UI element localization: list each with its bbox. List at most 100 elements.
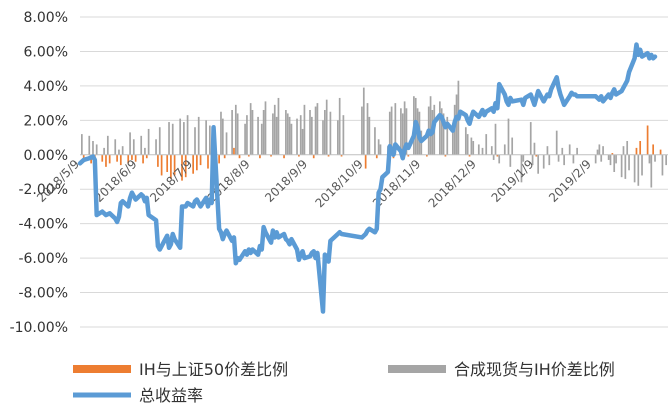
x-tick-label: 2019/2/9 [546, 157, 594, 205]
x-tick-label: 2018/12/9 [426, 157, 479, 210]
bar [464, 127, 467, 155]
bar [259, 154, 261, 159]
bar [81, 134, 83, 155]
bar [140, 135, 143, 155]
bar [316, 103, 319, 155]
bar [132, 139, 135, 155]
bar [119, 154, 122, 166]
bar [563, 154, 565, 166]
bar [400, 108, 402, 155]
legend-swatch [73, 365, 131, 373]
bar [299, 115, 302, 155]
bar [533, 142, 536, 155]
bar [179, 118, 182, 155]
bar [155, 139, 157, 155]
bar-series-ih-vs-sse50 [82, 125, 662, 181]
bar [194, 127, 196, 155]
bar [199, 154, 202, 166]
y-tick-label: -8.00% [18, 286, 68, 302]
bar [116, 154, 118, 162]
bar [234, 104, 237, 155]
bar [542, 154, 545, 169]
bar [444, 154, 447, 157]
bar [129, 132, 131, 155]
bar [535, 154, 538, 157]
bar [296, 118, 298, 155]
bar [173, 154, 176, 176]
bar [277, 97, 280, 155]
legend-swatch [388, 365, 446, 373]
bar [451, 128, 454, 155]
bar [615, 154, 617, 164]
bar [192, 154, 194, 174]
y-tick-label: 0.00% [24, 148, 68, 164]
bar [429, 96, 432, 155]
bar [507, 118, 510, 155]
bar [511, 137, 514, 155]
bar [498, 154, 501, 164]
bar [466, 134, 469, 155]
bar [635, 147, 638, 155]
bar [158, 127, 161, 155]
bar [455, 94, 458, 155]
bar [260, 123, 263, 155]
bar [327, 154, 330, 157]
bar [95, 144, 98, 155]
bar [309, 110, 311, 155]
bar [221, 118, 224, 155]
bar [171, 123, 174, 155]
bar [609, 154, 612, 166]
bar [285, 110, 287, 155]
bar [611, 153, 614, 155]
bar [329, 111, 332, 155]
bar [405, 108, 408, 155]
bar [184, 154, 187, 178]
bar [314, 106, 317, 155]
bar [557, 154, 560, 162]
bar [654, 154, 656, 162]
bar [168, 122, 170, 155]
bar [251, 110, 254, 155]
bar [249, 103, 252, 155]
bar [144, 147, 146, 155]
bar [275, 116, 278, 155]
bar [325, 99, 328, 155]
x-tick-label: 2018/9/9 [262, 157, 310, 205]
bar [472, 141, 475, 155]
bar [494, 123, 497, 155]
bar [529, 122, 532, 155]
bar [639, 141, 642, 155]
bar [236, 113, 239, 155]
bar [361, 106, 363, 155]
bar [101, 154, 104, 162]
legend-item-synthetic-spot-vs-ih: 合成现货与IH价差比例 [388, 360, 615, 379]
legend-label: 总收益率 [139, 386, 203, 405]
bar [394, 103, 397, 155]
bar [336, 120, 339, 155]
bar [108, 154, 111, 164]
legend-item-ih-vs-sse50: IH与上证50价差比例 [73, 360, 288, 379]
bar [596, 149, 599, 155]
bar [390, 106, 393, 155]
bar [531, 154, 534, 166]
bar [548, 154, 551, 166]
bar [134, 154, 137, 162]
bar [485, 134, 488, 155]
legend-item-total-return: 总收益率 [73, 386, 203, 405]
y-tick-label: -4.00% [18, 217, 68, 233]
bar [131, 154, 133, 160]
bar [186, 115, 189, 155]
bar [440, 108, 443, 155]
bar [170, 154, 172, 179]
bar [246, 115, 248, 155]
y-tick-label: -6.00% [18, 251, 68, 267]
bar [114, 139, 117, 155]
bar [641, 154, 643, 176]
gridlines [80, 16, 668, 328]
bar [568, 144, 571, 155]
bar [145, 154, 148, 159]
bar [322, 120, 324, 155]
bar [205, 120, 207, 155]
bar [659, 149, 662, 155]
bar [403, 101, 406, 155]
